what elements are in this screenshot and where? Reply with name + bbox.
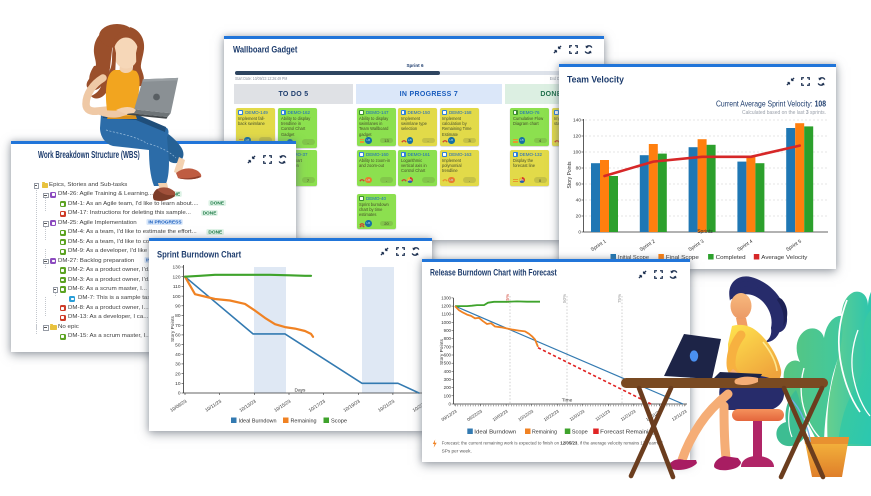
svg-text:50: 50: [175, 342, 181, 348]
svg-text:Sprint 3: Sprint 3: [687, 239, 705, 254]
svg-text:20: 20: [576, 214, 582, 220]
svg-text:500: 500: [444, 361, 452, 366]
svg-text:Scope: Scope: [572, 429, 588, 435]
svg-text:1200: 1200: [441, 304, 451, 309]
svg-text:50%: 50%: [562, 294, 567, 303]
svg-text:10/09/23: 10/09/23: [169, 398, 188, 413]
svg-text:30: 30: [175, 362, 181, 368]
svg-text:09/12/23: 09/12/23: [440, 408, 458, 422]
svg-text:10/02/23: 10/02/23: [492, 408, 510, 422]
svg-text:25%: 25%: [505, 294, 510, 303]
svg-text:Story Points: Story Points: [439, 338, 445, 364]
svg-text:120: 120: [573, 134, 581, 140]
svg-text:10/11/23: 10/11/23: [204, 398, 223, 413]
svg-text:SPs per week.: SPs per week.: [442, 449, 472, 454]
svg-text:1100: 1100: [442, 312, 452, 317]
svg-text:40: 40: [576, 198, 582, 204]
svg-text:140: 140: [573, 118, 581, 124]
svg-text:Time: Time: [562, 398, 573, 404]
svg-text:10/12/23: 10/12/23: [517, 408, 535, 422]
svg-text:60: 60: [576, 182, 582, 188]
svg-text:Story Points: Story Points: [567, 161, 573, 188]
svg-text:20: 20: [175, 371, 181, 377]
svg-text:Initial Scope: Initial Scope: [618, 255, 649, 261]
svg-text:09/22/23: 09/22/23: [466, 408, 484, 422]
svg-text:Completed: Completed: [716, 255, 746, 261]
svg-text:Remaining: Remaining: [291, 419, 317, 425]
svg-text:Final Scope: Final Scope: [666, 255, 699, 261]
svg-text:80: 80: [175, 313, 181, 319]
svg-text:Days: Days: [295, 387, 307, 393]
svg-text:Remaining: Remaining: [532, 429, 557, 435]
svg-text:900: 900: [444, 328, 452, 333]
svg-text:Forecast: the current remainin: Forecast: the current remaining work is …: [442, 441, 663, 446]
svg-text:Ideal Burndown: Ideal Burndown: [239, 419, 277, 425]
svg-text:100: 100: [172, 294, 180, 300]
svg-text:700: 700: [444, 344, 452, 349]
svg-text:11/01/23: 11/01/23: [569, 408, 586, 422]
svg-text:Calculated based on the last 3: Calculated based on the last 3 sprints.: [742, 110, 826, 116]
svg-text:Forecast Remaining: Forecast Remaining: [600, 429, 655, 435]
svg-text:10/17/23: 10/17/23: [308, 398, 327, 413]
svg-text:0: 0: [178, 391, 181, 397]
svg-text:110: 110: [173, 284, 181, 290]
svg-text:Sprint 5: Sprint 5: [785, 239, 803, 254]
svg-text:10: 10: [175, 381, 181, 387]
svg-text:Sprint 4: Sprint 4: [736, 239, 754, 254]
svg-text:130: 130: [172, 265, 180, 271]
svg-text:70: 70: [175, 323, 181, 329]
svg-text:60: 60: [175, 333, 181, 339]
svg-text:120: 120: [172, 274, 180, 280]
svg-text:Average Velocity: Average Velocity: [761, 255, 807, 261]
svg-text:10/13/23: 10/13/23: [238, 398, 257, 413]
svg-text:0: 0: [578, 230, 581, 236]
svg-text:40: 40: [175, 352, 181, 358]
svg-text:80: 80: [576, 166, 582, 172]
svg-text:10/22/23: 10/22/23: [543, 408, 561, 422]
svg-text:90: 90: [175, 304, 181, 310]
svg-text:100: 100: [573, 150, 581, 156]
svg-text:200: 200: [444, 385, 452, 390]
svg-text:Sprint 2: Sprint 2: [639, 239, 657, 254]
svg-text:1300: 1300: [441, 295, 451, 300]
svg-text:Sprint 1: Sprint 1: [590, 239, 608, 254]
svg-text:Ideal Burndown: Ideal Burndown: [474, 429, 516, 435]
svg-text:10/21/23: 10/21/23: [377, 398, 396, 413]
svg-text:800: 800: [444, 336, 452, 341]
svg-text:10/15/23: 10/15/23: [273, 398, 292, 413]
svg-text:600: 600: [444, 353, 452, 358]
svg-text:1000: 1000: [441, 320, 451, 325]
svg-text:10/19/23: 10/19/23: [342, 398, 361, 413]
svg-text:300: 300: [444, 377, 452, 382]
svg-text:75%: 75%: [617, 294, 622, 303]
svg-text:Sprints: Sprints: [697, 229, 713, 235]
svg-text:Current Average Sprint Velocit: Current Average Sprint Velocity: 108: [716, 100, 826, 109]
svg-text:Scope: Scope: [331, 419, 347, 425]
svg-text:Story Points: Story Points: [170, 315, 176, 341]
svg-text:0: 0: [449, 402, 452, 407]
svg-text:100: 100: [444, 393, 452, 398]
svg-text:400: 400: [444, 369, 452, 374]
